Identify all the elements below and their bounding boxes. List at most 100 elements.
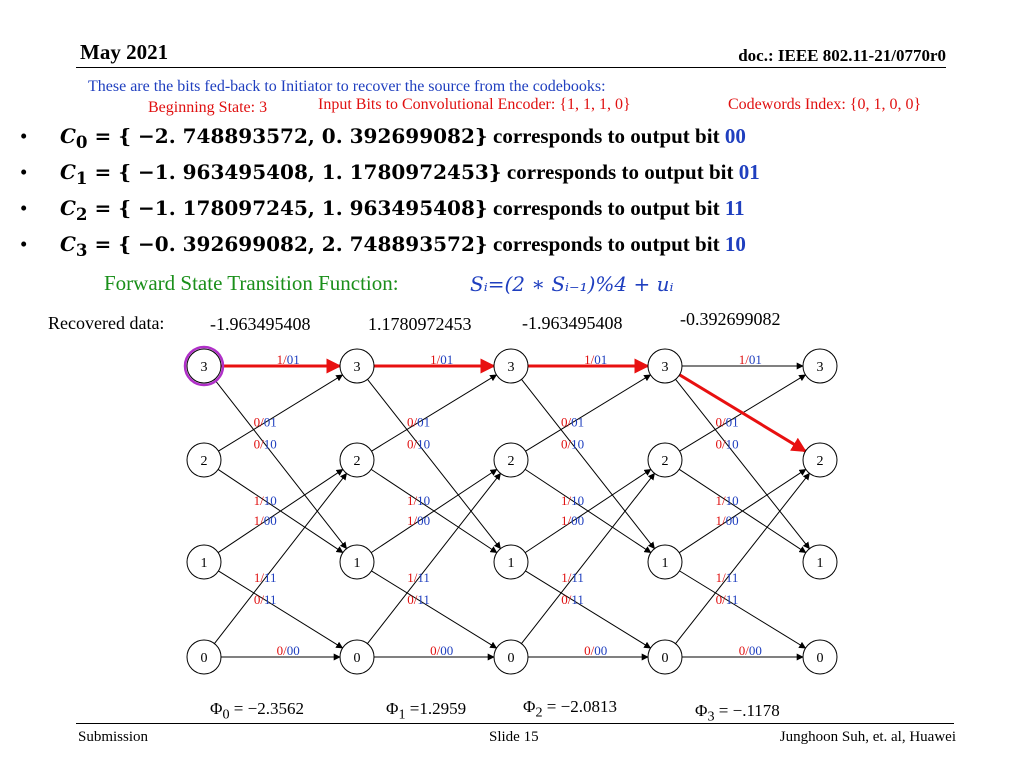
- branch-label: 0/11: [561, 592, 584, 607]
- branch-label: 1/11: [407, 570, 430, 585]
- trellis-node-label: 0: [662, 651, 669, 666]
- codebook-bits: 11: [724, 196, 745, 220]
- branch-label: 0/01: [254, 414, 277, 429]
- recovered-data-label: Recovered data:: [48, 313, 165, 333]
- phi-1: Φ1 =1.2959: [386, 699, 467, 723]
- trellis-node: [493, 544, 529, 580]
- branch-label: 1/00: [407, 513, 430, 528]
- trellis-branch: [367, 379, 501, 550]
- trellis-node: [493, 442, 529, 478]
- branch-label: 0/01: [407, 414, 430, 429]
- trellis-branch: [371, 374, 498, 452]
- branch-label: 0/10: [715, 436, 738, 451]
- trellis-node: [647, 348, 683, 384]
- branch-label: 1/00: [254, 513, 277, 528]
- footer-slide-number: Slide 15: [489, 729, 539, 745]
- header-divider: [76, 67, 946, 68]
- branch-label: 0/11: [407, 592, 430, 607]
- codebook-desc: corresponds to output bit: [493, 124, 720, 148]
- trellis-node-label: 3: [817, 360, 824, 375]
- trellis-node-label: 0: [354, 651, 361, 666]
- codebook-bits: 10: [724, 232, 746, 256]
- trellis-node-label: 2: [354, 454, 361, 469]
- branch-label: 1/00: [715, 513, 738, 528]
- trellis-node-label: 0: [508, 651, 515, 666]
- branch-label: 1/11: [716, 570, 739, 585]
- branch-label: 1/11: [254, 570, 277, 585]
- trellis-node: [186, 348, 222, 384]
- trellis-branch: [525, 374, 652, 452]
- trellis-node-label: 3: [354, 360, 361, 375]
- branch-label: 1/10: [561, 493, 584, 508]
- bullet-dot: •: [20, 160, 28, 184]
- recovered-value-1: 1.1780972453: [368, 314, 472, 334]
- trellis-branch: [214, 472, 348, 644]
- codebook-values: C3 = { −0. 392699082, 2. 748893572}: [60, 232, 488, 260]
- codebook-values: C1 = { −1. 963495408, 1. 1780972453}: [60, 160, 502, 188]
- branch-label: 0/01: [715, 414, 738, 429]
- trellis-node-label: 2: [508, 454, 515, 469]
- header-date: May 2021: [80, 40, 169, 64]
- forward-transition-formula: Sᵢ=(2 ∗ Sᵢ₋₁)%4 + uᵢ: [470, 272, 674, 296]
- trellis-node: [802, 348, 838, 384]
- trellis-branch: [675, 379, 810, 550]
- footer-submission: Submission: [78, 729, 149, 745]
- bullet-dot: •: [20, 232, 28, 256]
- codebook-desc: corresponds to output bit: [506, 160, 734, 184]
- trellis-branch: [525, 570, 652, 649]
- recovered-value-0: -1.963495408: [210, 314, 311, 334]
- intro-text: These are the bits fed-back to Initiator…: [88, 78, 606, 95]
- branch-label: 0/11: [254, 592, 277, 607]
- trellis-node: [647, 442, 683, 478]
- branch-label: 1/11: [561, 570, 584, 585]
- trellis-node: [647, 544, 683, 580]
- branch-label: 1/10: [254, 493, 277, 508]
- trellis-node: [186, 639, 222, 675]
- branch-label: 0/00: [430, 643, 453, 658]
- branch-label: 0/01: [561, 414, 584, 429]
- trellis-branch: [675, 472, 810, 644]
- trellis-node: [339, 348, 375, 384]
- phi-3: Φ3 = −.1178: [695, 701, 780, 725]
- codebook-desc: corresponds to output bit: [493, 196, 720, 220]
- trellis-node-label: 3: [201, 360, 208, 375]
- trellis-node: [339, 544, 375, 580]
- trellis-node: [339, 639, 375, 675]
- recovered-value-2: -1.963495408: [522, 313, 623, 333]
- beginning-state: Beginning State: 3: [148, 99, 268, 116]
- codewords-index: Codewords Index: {0, 1, 0, 0}: [728, 96, 922, 113]
- forward-transition-label: Forward State Transition Function:: [104, 271, 399, 295]
- branch-label: 0/00: [584, 643, 607, 658]
- trellis-branch: [371, 570, 498, 649]
- trellis-node: [647, 639, 683, 675]
- codebook-values: C0 = { −2. 748893572, 0. 392699082}: [60, 124, 488, 152]
- start-state-highlight: [183, 345, 225, 387]
- trellis-node-label: 2: [817, 454, 824, 469]
- branch-label: 1/00: [561, 513, 584, 528]
- trellis-node-label: 2: [201, 454, 208, 469]
- trellis-node: [802, 544, 838, 580]
- trellis-branch: [367, 472, 501, 644]
- bullet-dot: •: [20, 124, 28, 148]
- bullet-dot: •: [20, 196, 28, 220]
- codebook-bits: 01: [738, 160, 760, 184]
- branch-label: 1/10: [715, 493, 738, 508]
- trellis-branch: [524, 468, 652, 554]
- trellis-node-label: 1: [817, 556, 824, 571]
- branch-label: 0/10: [561, 436, 584, 451]
- branch-label: 1/01: [277, 352, 300, 367]
- branch-label: 0/10: [254, 436, 277, 451]
- trellis-branch: [218, 374, 344, 452]
- trellis-node: [339, 442, 375, 478]
- trellis-node-label: 3: [508, 360, 515, 375]
- trellis-node-label: 3: [662, 360, 669, 375]
- branch-label: 0/11: [716, 592, 739, 607]
- trellis-branch: [679, 570, 807, 649]
- trellis-node: [186, 544, 222, 580]
- trellis-node: [802, 442, 838, 478]
- branch-label: 1/01: [739, 352, 762, 367]
- trellis-node: [186, 442, 222, 478]
- trellis-node-label: 1: [201, 556, 208, 571]
- phi-0: Φ0 = −2.3562: [210, 699, 304, 723]
- trellis-node-label: 2: [662, 454, 669, 469]
